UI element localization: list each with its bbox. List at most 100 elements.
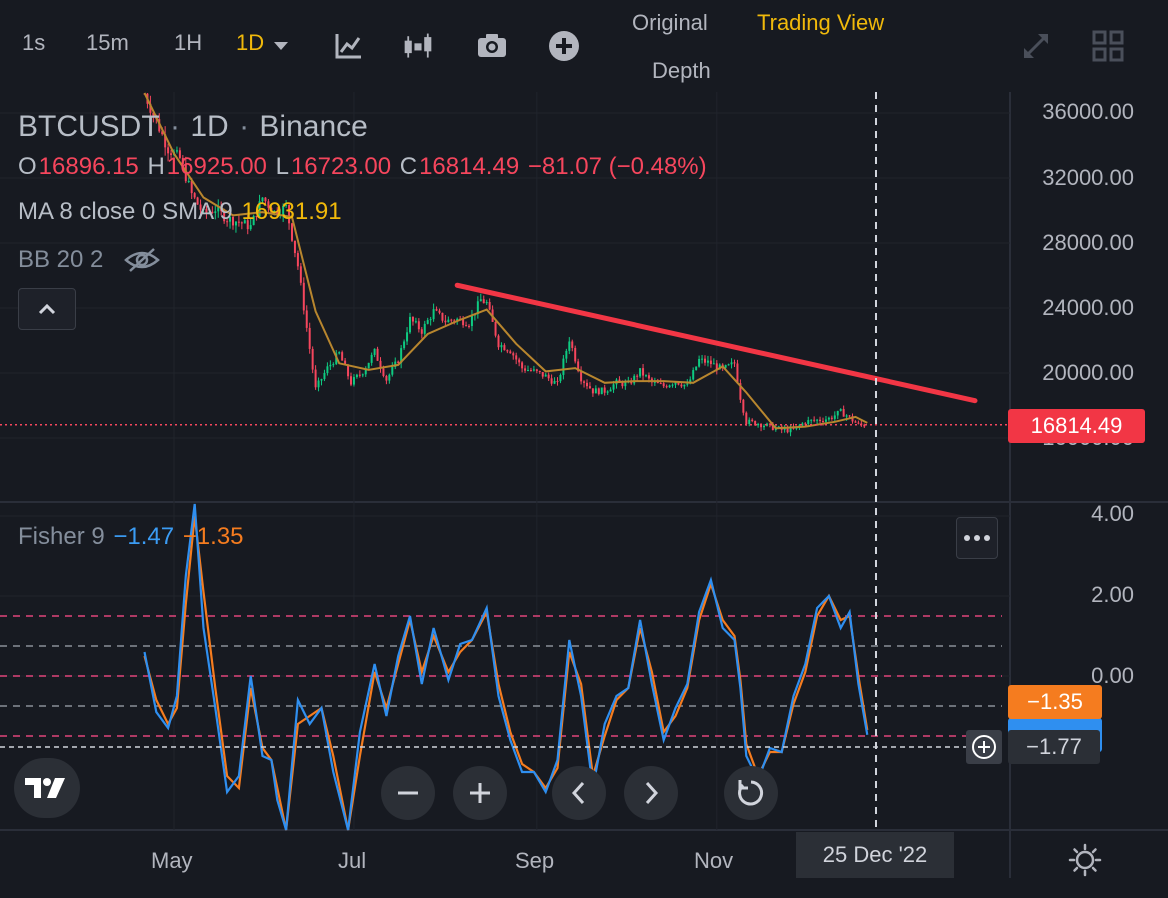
candle-body [388,374,391,381]
candle-body [715,363,718,370]
open-value: 16896.15 [38,153,139,180]
candle-body [645,375,647,377]
hidden-eye-icon[interactable] [124,246,160,274]
candle-body [302,282,305,311]
candle-body [830,417,833,419]
candle-body [709,360,712,365]
candle-body [565,350,568,359]
candle-body [535,369,538,371]
candle-body [208,211,211,213]
candle-body [237,221,240,223]
collapse-legend-button[interactable] [18,288,76,330]
chevron-down-icon[interactable] [270,36,292,56]
candle-body [341,352,344,361]
fisher-line [143,503,869,831]
candle-body [706,360,709,363]
candle-body [385,375,388,381]
candle-body [527,370,529,372]
candle-body [308,327,311,349]
candle-body [305,310,308,328]
bb-legend: BB 20 2 [18,246,160,274]
price-axis-label: 20000.00 [1042,360,1134,385]
reset-chart-button[interactable] [724,766,778,820]
candle-body [854,421,857,423]
candle-body [187,180,190,182]
price-axis-label: 24000.00 [1042,295,1134,320]
candle-body [636,375,639,377]
candle-body [665,386,668,388]
add-alert-button[interactable] [966,730,1002,764]
scroll-right-button[interactable] [624,766,678,820]
candle-body [273,210,276,213]
zoom-out-button[interactable] [381,766,435,820]
scroll-left-button[interactable] [552,766,606,820]
close-label: C [399,153,418,180]
add-icon[interactable] [548,30,580,62]
indicators-icon[interactable] [402,30,434,62]
month-label: Nov [694,848,734,873]
interval-1h[interactable]: 1H [174,30,203,55]
zoom-in-button[interactable] [453,766,507,820]
candle-body [482,299,485,304]
candle-body [786,428,789,433]
indicator-menu-button[interactable] [956,517,998,559]
candle-body [633,375,636,384]
open-label: O [18,153,37,180]
settings-gear-icon[interactable] [1068,843,1102,877]
candle-body [252,215,255,226]
candle-body [170,153,173,155]
layout-grid-icon[interactable] [1092,30,1124,62]
candle-body [352,377,355,385]
candle-body [282,205,285,215]
fisher-axis-label: 4.00 [1091,501,1134,526]
interval-15m[interactable]: 15m [86,30,129,55]
candle-body [591,388,594,394]
candle-body [653,381,656,383]
candle-body [612,384,615,390]
candle-body [695,366,698,371]
month-label: Jul [338,848,367,873]
candle-body [243,220,246,224]
ma-label: MA 8 close 0 SMA 9 [18,198,233,225]
candle-body [288,204,291,224]
high-label: H [147,153,165,180]
candle-body [329,364,332,367]
candle-body [550,378,553,384]
candle-body [503,345,506,351]
candle-body [258,201,261,217]
crosshair-date-tag: 25 Dec '22 [796,832,954,878]
chevron-up-icon [38,303,56,315]
candle-body [317,380,320,388]
candle-body [367,362,370,369]
candle-body [229,216,232,222]
candle-body [193,193,196,198]
candle-body [320,379,323,381]
camera-icon[interactable] [476,30,508,62]
tab-trading-view[interactable]: Trading View [757,10,885,35]
tab-depth[interactable]: Depth [652,58,711,83]
tradingview-logo[interactable] [14,758,80,818]
candle-body [296,253,299,267]
candle-body [553,380,556,384]
candle-body [727,364,730,366]
price-grid [0,92,1010,830]
candle-body [420,329,423,334]
candle-body [509,351,512,354]
tradingview-logo-icon [25,778,65,798]
candle-body [580,371,583,382]
candle-body [541,371,544,377]
candle-body [391,366,394,375]
interval-1d[interactable]: 1D [236,30,265,55]
candle-body [450,319,453,321]
tab-original[interactable]: Original [632,10,708,35]
candle-body [544,374,547,377]
expand-icon[interactable] [1020,30,1052,62]
candle-body [763,425,765,428]
chart-type-icon[interactable] [332,30,364,62]
candle-body [358,374,361,376]
candle-body [577,361,580,372]
candle-body [152,112,155,116]
candle-body [662,383,665,387]
candle-body [518,359,521,363]
interval-1s[interactable]: 1s [22,30,46,55]
